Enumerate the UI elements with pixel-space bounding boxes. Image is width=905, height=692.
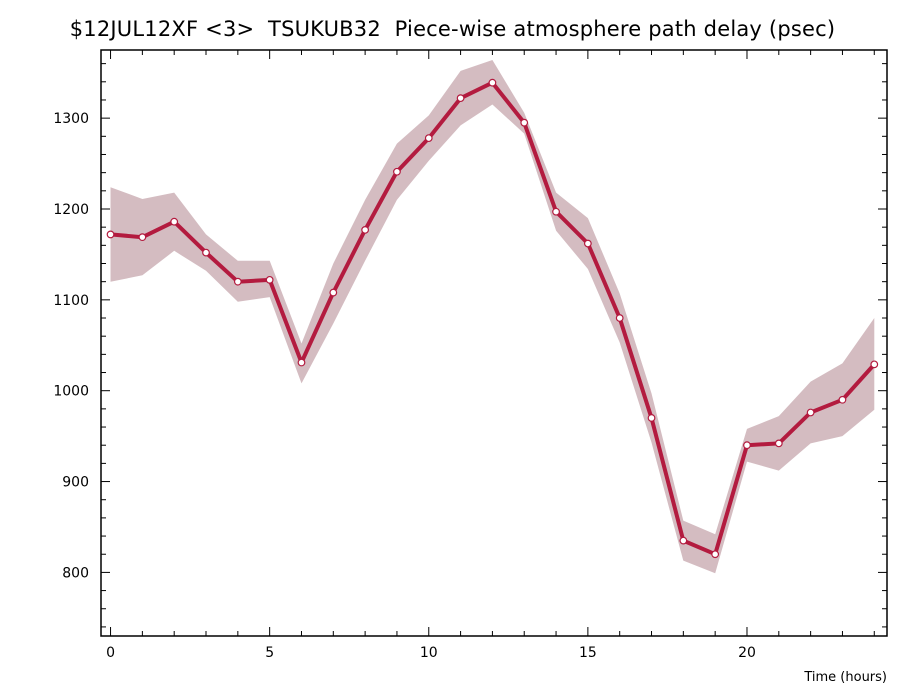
data-point	[711, 550, 720, 559]
x-axis-label: Time (hours)	[803, 670, 887, 685]
data-point	[106, 230, 115, 239]
data-point	[806, 408, 815, 417]
data-point	[488, 78, 497, 87]
x-tick-label: 10	[420, 645, 438, 661]
x-tick-label: 5	[265, 645, 274, 661]
data-point	[361, 225, 370, 234]
data-point	[774, 439, 783, 448]
data-point	[552, 207, 560, 216]
data-point	[393, 167, 401, 176]
data-point	[329, 288, 338, 297]
data-point	[424, 134, 433, 143]
data-point	[743, 441, 751, 450]
x-tick-label: 0	[106, 645, 115, 661]
y-tick-label: 800	[62, 565, 89, 581]
y-tick-label: 1100	[53, 293, 89, 309]
data-point	[838, 395, 847, 404]
error-band	[110, 60, 875, 574]
data-point	[138, 233, 147, 242]
data-point	[647, 414, 656, 422]
data-point	[615, 314, 624, 322]
plot-frame	[100, 49, 888, 637]
data-point	[679, 536, 688, 545]
data-point	[870, 360, 879, 369]
data-point	[520, 118, 529, 127]
data-point	[583, 239, 592, 248]
x-tick-label: 15	[579, 645, 597, 661]
data-point	[202, 248, 210, 257]
y-tick-label: 1000	[53, 384, 89, 400]
series-line	[110, 80, 876, 557]
data-point	[170, 217, 179, 226]
y-tick-label: 1300	[53, 111, 89, 127]
data-point	[297, 358, 306, 367]
y-tick-label: 900	[62, 475, 89, 491]
x-tick-label: 20	[738, 645, 756, 661]
data-point	[265, 275, 274, 284]
data-point	[233, 277, 242, 286]
data-point	[456, 94, 465, 103]
y-tick-label: 1200	[53, 202, 89, 218]
chart-title: $12JUL12XF <3> TSUKUB32 Piece-wise atmos…	[69, 17, 836, 41]
